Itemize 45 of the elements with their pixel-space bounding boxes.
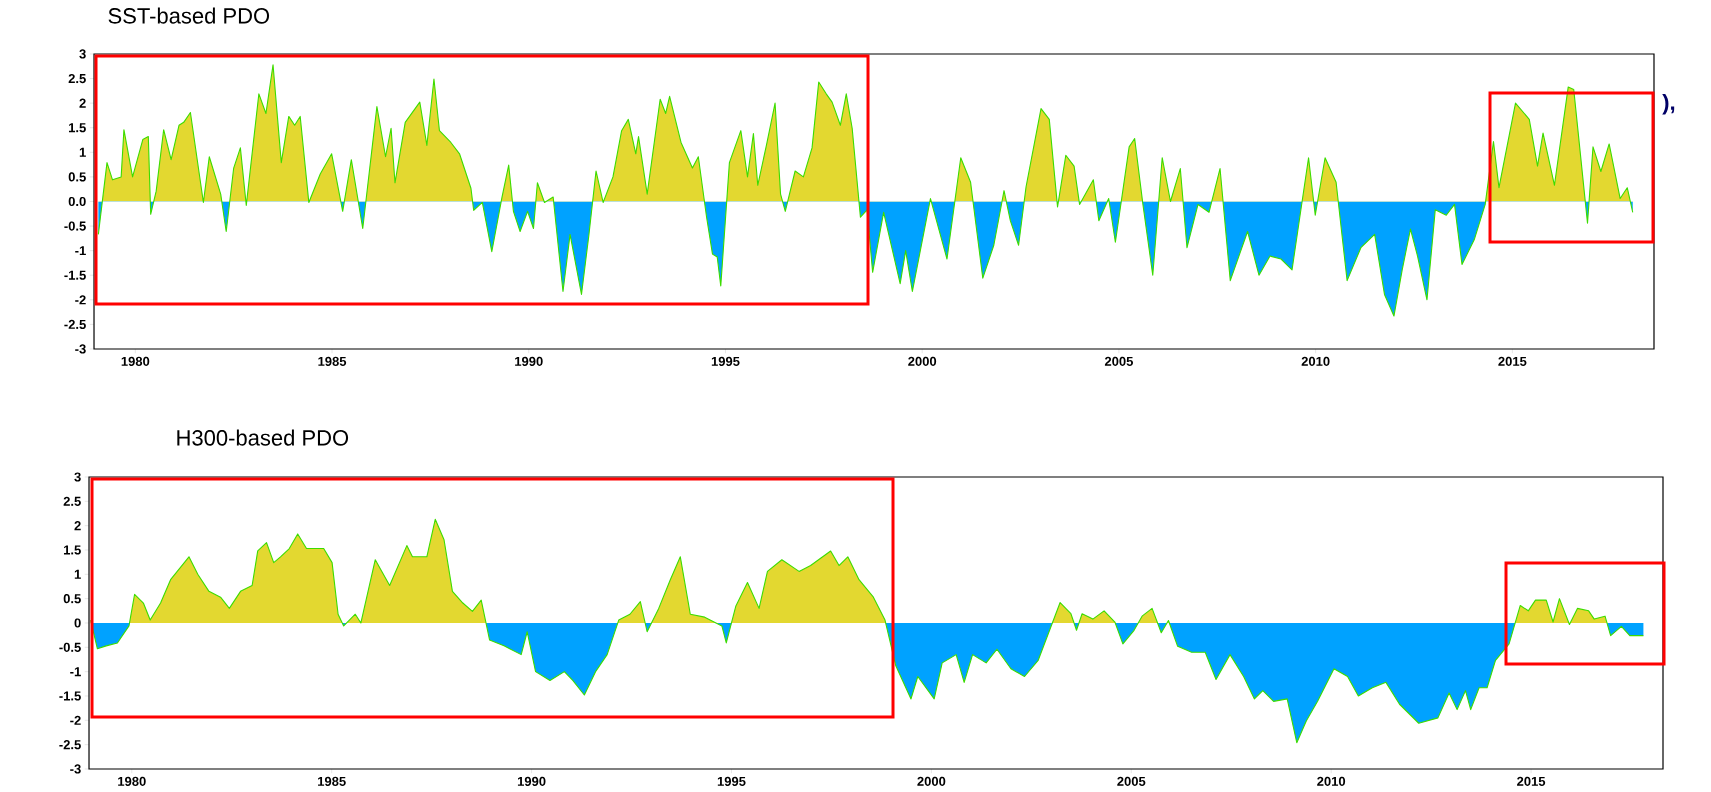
text: ), xyxy=(1662,93,1675,115)
x-tick-label: 1990 xyxy=(517,776,546,786)
x-tick-label: 1980 xyxy=(118,776,146,786)
x-tick-label: 1985 xyxy=(318,356,347,366)
chart-title: H300-based PDO xyxy=(177,429,349,446)
x-tick-label: 1980 xyxy=(121,356,150,366)
y-tick-label: 0.5 xyxy=(63,594,81,604)
x-tick-label: 1985 xyxy=(318,776,346,786)
x-tick-label: 1995 xyxy=(717,776,746,786)
y-tick-label: 1.5 xyxy=(63,545,81,555)
x-tick-label: 2010 xyxy=(1317,776,1346,786)
y-tick-label: -2 xyxy=(70,715,81,725)
y-tick-label: 2.5 xyxy=(63,496,81,506)
x-tick-label: 2000 xyxy=(917,776,946,786)
chart-title: SST-based PDO xyxy=(108,7,270,24)
y-tick-label: 2 xyxy=(79,98,86,108)
y-tick-label: 1.5 xyxy=(68,123,86,133)
y-tick-label: 2.5 xyxy=(68,73,86,84)
x-tick-label: 2015 xyxy=(1498,356,1527,366)
y-tick-label: -1 xyxy=(75,246,86,256)
x-tick-label: 2015 xyxy=(1517,776,1546,786)
x-tick-label: 2005 xyxy=(1104,356,1134,366)
y-tick-label: -2 xyxy=(75,295,86,305)
y-tick-label: 2 xyxy=(74,521,81,531)
y-tick-label: -1 xyxy=(70,667,81,677)
x-tick-label: 2000 xyxy=(908,356,937,366)
y-tick-label: 0.0 xyxy=(68,196,86,207)
y-tick-label: 0 xyxy=(74,618,81,628)
y-tick-label: 3 xyxy=(74,472,81,482)
y-tick-label: 1 xyxy=(79,147,86,157)
y-tick-label: -1.5 xyxy=(59,691,81,701)
x-tick-label: 2010 xyxy=(1301,356,1330,366)
x-tick-label: 2005 xyxy=(1117,776,1146,786)
y-tick-label: -3 xyxy=(70,764,81,774)
y-tick-label: 3 xyxy=(79,49,86,59)
y-tick-label: -2.5 xyxy=(64,319,86,329)
y-tick-label: -1.5 xyxy=(64,270,86,280)
y-tick-label: -2.5 xyxy=(59,740,81,750)
x-tick-label: 1995 xyxy=(711,356,740,366)
x-tick-label: 1990 xyxy=(515,356,543,366)
y-tick-label: 1 xyxy=(74,569,81,579)
y-tick-label: 0.5 xyxy=(68,172,86,182)
y-tick-label: -0.5 xyxy=(64,221,86,231)
y-tick-label: -0.5 xyxy=(59,642,81,652)
y-tick-label: -3 xyxy=(75,344,86,354)
